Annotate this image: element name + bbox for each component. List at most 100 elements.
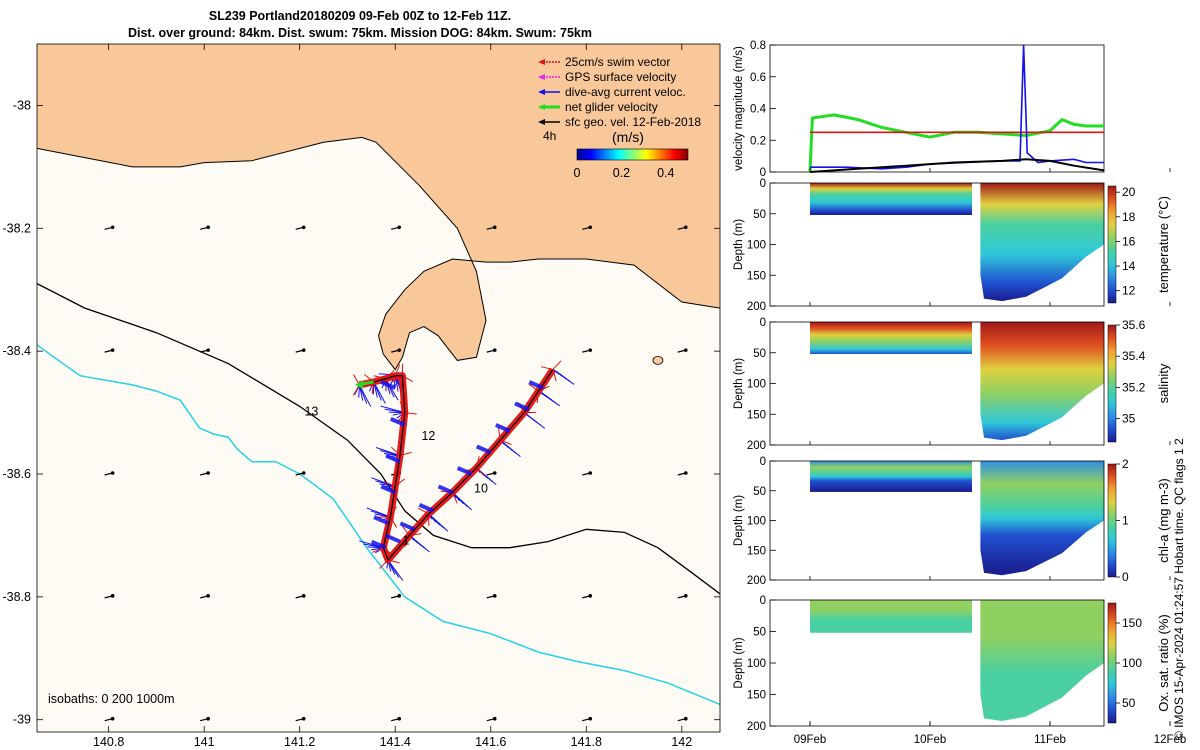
swim-vector bbox=[528, 383, 539, 392]
dive-current-vector bbox=[514, 401, 530, 412]
dive-current-vector bbox=[373, 381, 386, 404]
legend-label: 25cm/s swim vector bbox=[565, 55, 670, 69]
current-arrow-head bbox=[588, 716, 593, 721]
dive-current-vector bbox=[358, 384, 372, 407]
dive-current-vector bbox=[370, 539, 387, 550]
current-arrow-head bbox=[397, 225, 402, 230]
current-arrow-head bbox=[301, 348, 306, 352]
swim-vector bbox=[417, 507, 429, 515]
swim-vector bbox=[404, 412, 417, 415]
current-arrow-head bbox=[301, 716, 306, 721]
map-y-tick-label: -38.2 bbox=[3, 221, 32, 235]
swim-vector bbox=[373, 375, 386, 380]
map-frame bbox=[36, 43, 721, 733]
map-x-tick-label: 141.2 bbox=[284, 735, 315, 749]
swim-vector bbox=[500, 439, 512, 445]
dive-current-vector bbox=[495, 423, 511, 433]
current-arrow-head bbox=[397, 594, 402, 598]
dive-current-vector bbox=[418, 503, 435, 513]
dive-current-vector bbox=[475, 444, 492, 455]
isobath-1000m bbox=[37, 344, 720, 706]
map-y-tick-label: -39 bbox=[13, 713, 31, 727]
current-arrow-head bbox=[301, 471, 306, 475]
isobath-200m bbox=[37, 283, 720, 595]
swim-vector bbox=[387, 559, 400, 564]
swim-vector bbox=[394, 364, 401, 376]
map-x-tick-label: 141.6 bbox=[475, 735, 506, 749]
map-y-tick-label: -38 bbox=[13, 98, 31, 112]
swim-vector bbox=[552, 369, 557, 382]
dive-current-vector bbox=[452, 492, 472, 511]
current-arrow-head bbox=[492, 348, 497, 352]
swim-vector bbox=[399, 451, 412, 457]
map-x-tick-label: 141 bbox=[194, 735, 215, 749]
swim-vector bbox=[498, 428, 501, 441]
colorbar-tick-label: 0 bbox=[574, 166, 581, 180]
map-y-tick-label: -38.8 bbox=[3, 590, 32, 604]
current-arrow-head bbox=[206, 348, 210, 352]
map-y-tick-label: -38.4 bbox=[3, 344, 32, 358]
swim-vector bbox=[372, 547, 384, 553]
current-arrow-head bbox=[588, 471, 593, 475]
swim-vector bbox=[379, 559, 389, 569]
dive-current-vector bbox=[552, 369, 575, 385]
title-line-1: SL239 Portland20180209 09-Feb 00Z to 12-… bbox=[208, 9, 512, 23]
current-arrow-head bbox=[110, 471, 115, 475]
current-arrow-head bbox=[397, 348, 402, 352]
swim-vector bbox=[391, 375, 403, 383]
dive-current-vector bbox=[409, 535, 430, 553]
current-arrow-head bbox=[683, 594, 688, 598]
current-arrow-head bbox=[397, 716, 402, 721]
legend-label: GPS surface velocity bbox=[565, 70, 676, 84]
swim-vector bbox=[536, 391, 540, 404]
dive-current-vector bbox=[528, 380, 545, 390]
dive-current-vector bbox=[389, 417, 406, 427]
map-x-tick-label: 141.8 bbox=[571, 735, 602, 749]
copyright-footer: © IMOS 15-Apr-2024 01:24:57 Hobart time.… bbox=[1172, 438, 1186, 740]
swim-vector bbox=[394, 375, 403, 386]
colorbar-unit-label: (m/s) bbox=[612, 129, 644, 145]
dive-current-vector bbox=[380, 484, 397, 495]
swim-vector bbox=[538, 385, 550, 392]
isobath-label: isobaths: 0 200 1000m bbox=[48, 692, 174, 706]
map-y-tick-label: -38.6 bbox=[3, 467, 32, 481]
swim-vector bbox=[541, 366, 553, 371]
legend-arrowhead bbox=[538, 74, 545, 80]
swim-vector bbox=[409, 533, 422, 536]
track-day-label: 12 bbox=[421, 429, 435, 443]
coastline bbox=[37, 136, 720, 371]
title-line-2: Dist. over ground: 84km. Dist. swum: 75k… bbox=[127, 26, 592, 40]
figure-title: SL239 Portland20180209 09-Feb 00Z to 12-… bbox=[0, 8, 720, 42]
dive-current-vector bbox=[456, 466, 473, 476]
swim-vector bbox=[475, 456, 480, 468]
current-arrow-head bbox=[492, 225, 497, 230]
dive-current-vector bbox=[373, 515, 389, 525]
current-arrow-head bbox=[110, 225, 115, 230]
current-arrow-head bbox=[683, 471, 688, 475]
dive-current-vector bbox=[380, 380, 397, 390]
current-arrow-head bbox=[110, 716, 115, 721]
current-arrow-head bbox=[110, 348, 115, 352]
swim-vector bbox=[371, 381, 375, 394]
legend-label: sfc geo. vel. 12-Feb-2018 bbox=[565, 115, 701, 129]
swim-vector bbox=[390, 516, 398, 528]
dive-current-vector bbox=[399, 521, 416, 532]
current-arrow-head bbox=[683, 348, 688, 352]
dive-current-vector bbox=[437, 484, 454, 495]
dive-current-vector bbox=[499, 439, 521, 458]
swim-vector bbox=[394, 478, 405, 487]
swim-vector bbox=[352, 384, 360, 396]
dive-current-vector bbox=[385, 453, 401, 464]
current-arrow-head bbox=[588, 348, 593, 352]
colorbar-gradient bbox=[576, 148, 689, 161]
colorbar-tick-label: 0.2 bbox=[613, 166, 630, 180]
net-glider-velocity-head bbox=[355, 380, 364, 389]
land-area bbox=[37, 44, 720, 370]
swim-vector bbox=[399, 401, 406, 413]
dive-current-vector bbox=[523, 412, 546, 429]
current-arrow-head bbox=[206, 716, 210, 721]
legend-arrowhead bbox=[538, 89, 545, 95]
map-colorbar: 0 0.2 0.4 bbox=[574, 148, 689, 180]
legend-arrowhead bbox=[538, 119, 545, 125]
